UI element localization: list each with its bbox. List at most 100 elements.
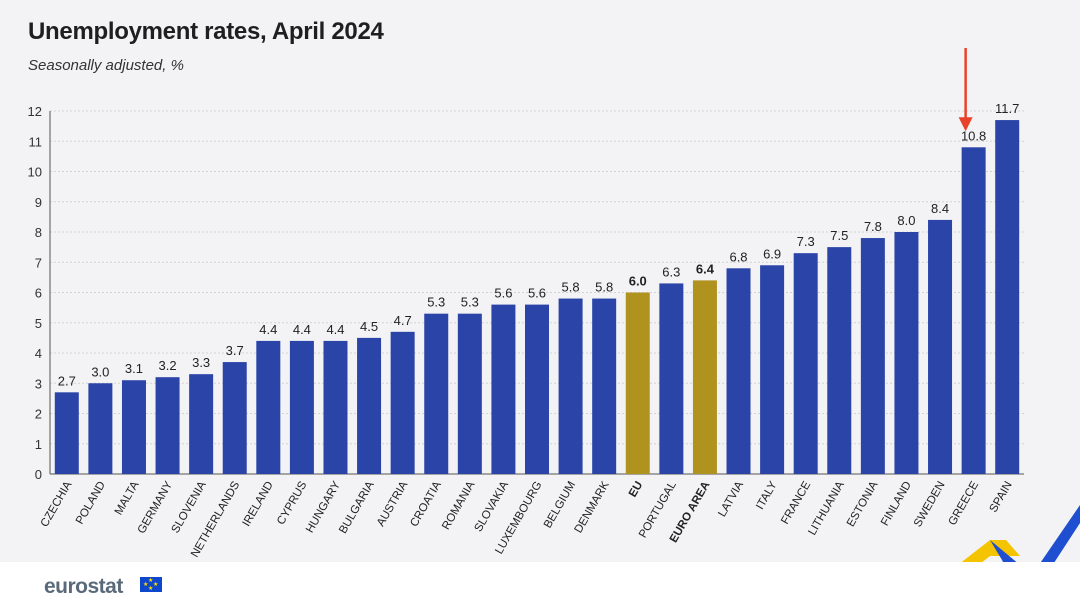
data-label: 4.5 (360, 319, 378, 334)
y-tick-label: 0 (35, 467, 42, 482)
data-label: 10.8 (961, 128, 986, 143)
bar-eu (625, 292, 650, 474)
x-tick-label: CZECHIA (39, 479, 75, 529)
data-label: 3.1 (125, 361, 143, 376)
bar-slovakia (491, 304, 516, 474)
x-tick-label: POLAND (74, 480, 108, 527)
bar-latvia (726, 268, 751, 474)
eurostat-logo: eurostat (44, 575, 123, 598)
bar-ireland (256, 340, 281, 474)
bar-romania (457, 313, 482, 474)
data-label: 5.6 (494, 286, 512, 301)
data-label: 5.8 (595, 280, 613, 295)
x-tick-label: ROMANIA (440, 479, 477, 532)
bar-netherlands (222, 362, 247, 474)
data-label: 6.4 (696, 261, 715, 276)
bar-sweden (928, 219, 953, 474)
x-tick-label: LATVIA (716, 479, 746, 519)
bar-greece (961, 147, 986, 475)
data-label: 4.4 (259, 322, 277, 337)
x-tick-label: FRANCE (779, 479, 813, 526)
bar-luxembourg (525, 304, 549, 474)
chart-subtitle: Seasonally adjusted, % (28, 57, 184, 74)
data-label: 3.0 (91, 364, 109, 379)
y-tick-label: 1 (35, 437, 42, 452)
data-label: 5.6 (528, 286, 546, 301)
bar-lithuania (827, 247, 852, 474)
bar-croatia (424, 313, 449, 474)
data-label: 3.2 (159, 358, 177, 373)
bar-bulgaria (357, 337, 382, 474)
data-label: 6.0 (629, 274, 647, 289)
x-tick-label: CYPRUS (275, 479, 310, 527)
x-tick-label: BELGIUM (542, 480, 578, 531)
x-tick-label: HUNGARY (304, 479, 343, 535)
bar-austria (390, 331, 415, 474)
bar-germany (155, 377, 180, 474)
x-tick-label: IRELAND (241, 480, 276, 529)
x-tick-label: AUSTRIA (375, 479, 410, 528)
data-label: 3.7 (226, 343, 244, 358)
bar-italy (760, 265, 785, 474)
x-tick-label: DENMARK (573, 479, 612, 535)
data-label: 6.3 (662, 264, 680, 279)
bar-belgium (558, 298, 583, 474)
x-tick-label: SPAIN (988, 480, 1015, 515)
bar-france (793, 253, 818, 474)
footer: eurostat ★ ★ ★ ★ (0, 562, 1080, 608)
y-tick-label: 2 (35, 407, 42, 422)
x-tick-label: ITALY (754, 479, 780, 511)
x-tick-label: GREECE (947, 479, 982, 527)
x-tick-label: SLOVAKIA (473, 479, 512, 534)
data-label: 7.3 (797, 234, 815, 249)
y-tick-label: 11 (29, 134, 43, 149)
bar-estonia (860, 238, 885, 474)
chart-title: Unemployment rates, April 2024 (28, 18, 384, 45)
data-label: 4.4 (326, 322, 344, 337)
data-label: 5.8 (562, 280, 580, 295)
y-tick-label: 3 (35, 376, 42, 391)
x-tick-label: CROATIA (408, 479, 444, 529)
data-label: 2.7 (58, 373, 76, 388)
y-tick-label: 9 (35, 195, 42, 210)
eu-flag-icon: ★ ★ ★ ★ (140, 577, 162, 592)
data-label: 4.4 (293, 322, 311, 337)
bar-cyprus (289, 340, 314, 474)
bar-denmark (592, 298, 617, 474)
data-label: 5.3 (461, 295, 479, 310)
bar-euro-area (692, 280, 717, 474)
x-tick-label: SLOVENIA (170, 479, 209, 535)
y-tick-label: 6 (35, 286, 42, 301)
x-tick-label: FINLAND (879, 480, 914, 529)
y-tick-label: 4 (35, 346, 42, 361)
bar-malta (121, 380, 146, 474)
data-label: 7.5 (830, 228, 848, 243)
y-tick-label: 5 (35, 316, 42, 331)
y-tick-label: 10 (28, 165, 42, 180)
y-tick-label: 12 (28, 104, 42, 119)
data-label: 4.7 (394, 313, 412, 328)
bar-czechia (54, 392, 79, 474)
x-tick-label: GERMANY (136, 479, 176, 536)
x-tick-label: MALTA (113, 479, 142, 517)
data-label: 6.9 (763, 246, 781, 261)
x-tick-label: SWEDEN (912, 480, 948, 530)
bar-hungary (323, 340, 348, 474)
bar-slovenia (189, 374, 214, 474)
annotation-arrow-head (958, 117, 973, 132)
bar-portugal (659, 283, 684, 474)
data-label: 5.3 (427, 295, 445, 310)
bar-finland (894, 232, 919, 474)
data-label: 11.7 (995, 101, 1019, 116)
data-label: 8.0 (897, 213, 915, 228)
data-label: 6.8 (729, 249, 747, 264)
x-tick-label: BULGARIA (337, 479, 377, 536)
data-label: 8.4 (931, 201, 949, 216)
x-tick-label: LITHUANIA (806, 479, 847, 537)
y-tick-label: 7 (35, 255, 42, 270)
x-tick-label: ESTONIA (845, 479, 881, 529)
bar-poland (88, 383, 113, 474)
bar-spain (995, 120, 1020, 474)
data-label: 3.3 (192, 355, 210, 370)
